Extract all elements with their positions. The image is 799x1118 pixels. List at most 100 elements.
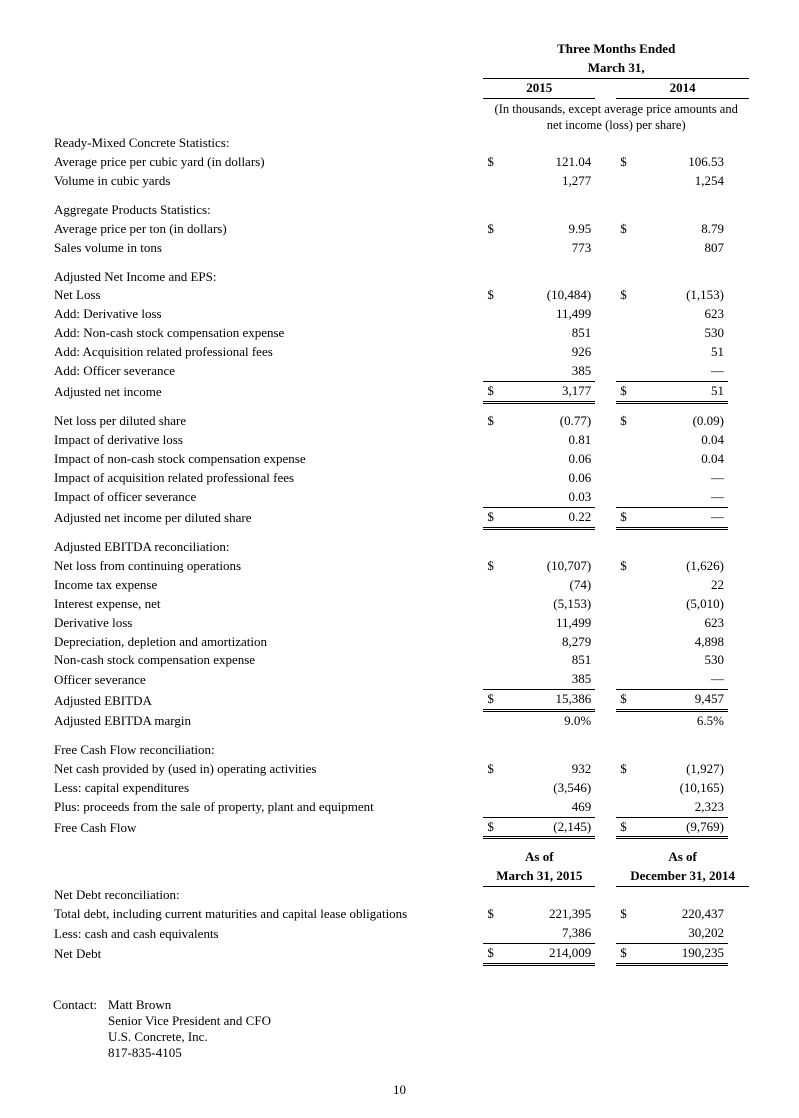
eps-deriv-label: Impact of derivative loss: [50, 431, 483, 450]
ebitda-tax-2015: (74): [504, 576, 595, 595]
page-number: 10: [50, 1082, 749, 1098]
contact-name: Matt Brown: [108, 997, 271, 1013]
agg-avgprice-2015: 9.95: [504, 220, 595, 239]
netdebt-heading: Net Debt reconciliation:: [50, 886, 483, 905]
ebitda-deriv-label: Derivative loss: [50, 614, 483, 633]
ebitda-int-2014: (5,010): [637, 595, 728, 614]
dollar-sign: $: [616, 153, 637, 172]
eps-nlps-label: Net loss per diluted share: [50, 412, 483, 431]
ani-deriv-2015: 11,499: [504, 305, 595, 324]
ebitda-deriv-2014: 623: [637, 614, 728, 633]
netdebt-net-label: Net Debt: [50, 943, 483, 964]
agg-volume-label: Sales volume in tons: [50, 239, 483, 258]
ebitda-deriv-2015: 11,499: [504, 614, 595, 633]
units-note: (In thousands, except average price amou…: [483, 98, 749, 134]
rmc-avgprice-2014: 106.53: [637, 153, 728, 172]
fcf-sale-2014: 2,323: [637, 798, 728, 817]
fcf-capex-2014: (10,165): [637, 779, 728, 798]
ebitda-cont-2015: (10,707): [504, 557, 595, 576]
fcf-ops-label: Net cash provided by (used in) operating…: [50, 760, 483, 779]
fcf-ops-2015: 932: [504, 760, 595, 779]
eps-nlps-2014: (0.09): [637, 412, 728, 431]
fcf-capex-2015: (3,546): [504, 779, 595, 798]
eps-adj-2015: 0.22: [504, 507, 595, 528]
ebitda-margin-label: Adjusted EBITDA margin: [50, 711, 483, 731]
ani-adj-2014: 51: [637, 381, 728, 402]
netdebt-col1-h2: March 31, 2015: [483, 867, 595, 886]
col-year-2015: 2015: [483, 78, 595, 98]
contact-block: Contact: Matt Brown Senior Vice Presiden…: [50, 994, 749, 1064]
ani-stock-2014: 530: [637, 324, 728, 343]
period-subtitle: March 31,: [483, 59, 749, 78]
agg-avgprice-2014: 8.79: [637, 220, 728, 239]
ani-acq-2014: 51: [637, 343, 728, 362]
agg-heading: Aggregate Products Statistics:: [50, 201, 483, 220]
period-title: Three Months Ended: [483, 40, 749, 59]
fcf-ops-2014: (1,927): [637, 760, 728, 779]
ani-sev-2014: —: [637, 362, 728, 381]
ebitda-cont-2014: (1,626): [637, 557, 728, 576]
dollar-sign: $: [483, 153, 504, 172]
rmc-volume-2014: 1,254: [637, 172, 728, 191]
netdebt-col1-h1: As of: [483, 848, 595, 867]
ani-sev-label: Add: Officer severance: [50, 362, 483, 381]
ebitda-sev-2014: —: [637, 670, 728, 689]
netdebt-total-label: Total debt, including current maturities…: [50, 905, 483, 924]
netdebt-cash-1: 7,386: [504, 924, 595, 943]
ebitda-margin-2015: 9.0%: [504, 711, 595, 731]
ebitda-int-label: Interest expense, net: [50, 595, 483, 614]
ani-stock-label: Add: Non-cash stock compensation expense: [50, 324, 483, 343]
ebitda-stock-2015: 851: [504, 651, 595, 670]
agg-volume-2014: 807: [637, 239, 728, 258]
ebitda-stock-label: Non-cash stock compensation expense: [50, 651, 483, 670]
eps-nlps-2015: (0.77): [504, 412, 595, 431]
agg-volume-2015: 773: [504, 239, 595, 258]
ebitda-int-2015: (5,153): [504, 595, 595, 614]
contact-label: Contact:: [52, 996, 105, 1062]
ani-sev-2015: 385: [504, 362, 595, 381]
contact-company: U.S. Concrete, Inc.: [108, 1029, 271, 1045]
netdebt-net-1: 214,009: [504, 943, 595, 964]
ebitda-stock-2014: 530: [637, 651, 728, 670]
fcf-capex-label: Less: capital expenditures: [50, 779, 483, 798]
ani-netloss-2015: (10,484): [504, 286, 595, 305]
ebitda-adj-2015: 15,386: [504, 690, 595, 711]
rmc-heading: Ready-Mixed Concrete Statistics:: [50, 134, 483, 153]
contact-title: Senior Vice President and CFO: [108, 1013, 271, 1029]
rmc-volume-2015: 1,277: [504, 172, 595, 191]
ebitda-adj-label: Adjusted EBITDA: [50, 690, 483, 711]
fcf-sale-2015: 469: [504, 798, 595, 817]
eps-stock-2014: 0.04: [637, 450, 728, 469]
fcf-total-2015: (2,145): [504, 817, 595, 838]
ani-acq-label: Add: Acquisition related professional fe…: [50, 343, 483, 362]
netdebt-total-1: 221,395: [504, 905, 595, 924]
ani-stock-2015: 851: [504, 324, 595, 343]
ani-deriv-label: Add: Derivative loss: [50, 305, 483, 324]
ani-adj-2015: 3,177: [504, 381, 595, 402]
ebitda-dda-2015: 8,279: [504, 633, 595, 652]
ani-netloss-label: Net Loss: [50, 286, 483, 305]
financial-table: Three Months Ended March 31, 2015 2014 (…: [50, 40, 749, 966]
ebitda-tax-2014: 22: [637, 576, 728, 595]
fcf-total-2014: (9,769): [637, 817, 728, 838]
ebitda-adj-2014: 9,457: [637, 690, 728, 711]
netdebt-cash-label: Less: cash and cash equivalents: [50, 924, 483, 943]
ani-acq-2015: 926: [504, 343, 595, 362]
eps-adj-label: Adjusted net income per diluted share: [50, 507, 483, 528]
eps-sev-2015: 0.03: [504, 488, 595, 507]
ebitda-cont-label: Net loss from continuing operations: [50, 557, 483, 576]
ebitda-margin-2014: 6.5%: [637, 711, 728, 731]
contact-phone: 817-835-4105: [108, 1045, 271, 1061]
netdebt-total-2: 220,437: [637, 905, 728, 924]
ebitda-sev-2015: 385: [504, 670, 595, 689]
ani-adj-label: Adjusted net income: [50, 381, 483, 402]
eps-deriv-2015: 0.81: [504, 431, 595, 450]
rmc-avgprice-label: Average price per cubic yard (in dollars…: [50, 153, 483, 172]
fcf-heading: Free Cash Flow reconciliation:: [50, 741, 483, 760]
ebitda-tax-label: Income tax expense: [50, 576, 483, 595]
rmc-volume-label: Volume in cubic yards: [50, 172, 483, 191]
rmc-avgprice-2015: 121.04: [504, 153, 595, 172]
eps-deriv-2014: 0.04: [637, 431, 728, 450]
fcf-sale-label: Plus: proceeds from the sale of property…: [50, 798, 483, 817]
ebitda-dda-label: Depreciation, depletion and amortization: [50, 633, 483, 652]
